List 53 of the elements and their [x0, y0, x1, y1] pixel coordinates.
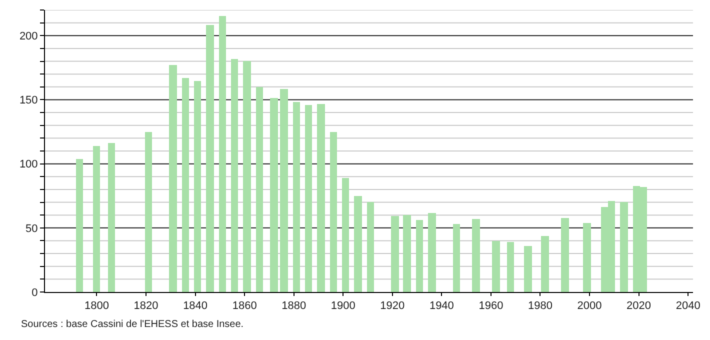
x-tick-label: 1860	[232, 300, 257, 312]
bar	[492, 241, 500, 292]
bar	[270, 98, 278, 292]
bar	[472, 219, 480, 292]
bar	[169, 65, 177, 292]
x-tick-label: 1920	[380, 300, 405, 312]
bar	[367, 202, 374, 292]
bar	[342, 178, 349, 292]
bar	[317, 104, 325, 292]
bar	[583, 223, 591, 292]
x-tick-label: 1900	[330, 300, 356, 312]
bar	[76, 159, 83, 292]
bar	[231, 59, 238, 292]
bar	[561, 218, 569, 292]
x-tick-label: 1940	[429, 300, 454, 312]
x-tick-label: 1820	[134, 300, 158, 312]
bar	[293, 102, 300, 292]
source-note: Sources : base Cassini de l'EHESS et base Insee.	[21, 319, 244, 330]
bar	[541, 236, 549, 292]
bar	[403, 215, 411, 292]
x-tick-label: 1960	[478, 300, 504, 312]
bar	[145, 132, 152, 292]
y-tick-label: 200	[19, 30, 38, 42]
bar	[330, 132, 337, 292]
bar	[354, 196, 362, 292]
x-tick-label: 1880	[282, 300, 306, 312]
x-tick-label: 2040	[676, 300, 700, 312]
bar	[206, 25, 214, 292]
bar	[219, 16, 226, 292]
bar	[280, 89, 288, 292]
x-tick-label: 1980	[528, 300, 552, 312]
bar	[243, 61, 251, 292]
bar	[416, 220, 423, 292]
x-tick-label: 2000	[577, 300, 602, 312]
y-tick-label: 100	[19, 158, 38, 171]
bar	[194, 81, 201, 292]
bar	[524, 246, 532, 292]
bar	[428, 213, 436, 292]
x-tick-label: 1840	[183, 300, 208, 312]
bar	[93, 146, 100, 292]
x-tick-label: 2020	[626, 300, 652, 312]
x-tick-label: 1800	[84, 300, 109, 312]
bar	[391, 216, 399, 292]
bar	[182, 78, 189, 292]
y-tick-label: 0	[32, 286, 38, 299]
y-tick-label: 50	[26, 222, 38, 235]
bar	[305, 105, 312, 292]
bar	[507, 242, 514, 292]
bar	[620, 202, 628, 292]
bar	[256, 87, 263, 292]
bar	[108, 143, 115, 292]
bar	[453, 224, 460, 292]
y-tick-label: 150	[19, 94, 38, 107]
